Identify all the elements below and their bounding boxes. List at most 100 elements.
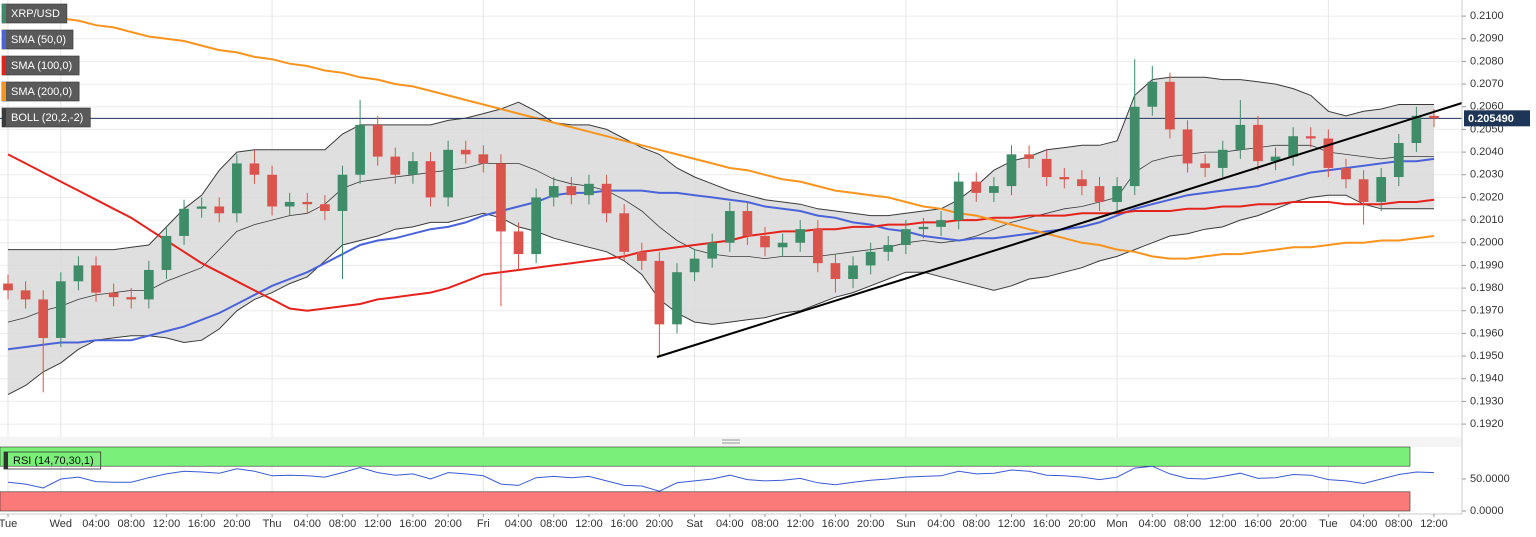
x-tick-label: 08:00 — [329, 518, 357, 530]
candle-body — [196, 206, 207, 209]
y-tick-label: 0.1920 — [1470, 418, 1504, 430]
x-tick-label: 16:00 — [188, 518, 216, 530]
x-tick-label: 08:00 — [1174, 518, 1202, 530]
candle-body — [1165, 81, 1175, 130]
candle-body — [1253, 124, 1263, 162]
y-tick-label: 0.2010 — [1470, 214, 1504, 226]
candle-body — [830, 263, 841, 280]
x-tick-label: 08:00 — [1385, 518, 1413, 530]
last-price-box — [1464, 110, 1530, 127]
candle-body — [795, 229, 806, 243]
legend-swatch — [2, 4, 6, 23]
candle-body — [812, 229, 823, 264]
legend-swatch — [4, 452, 8, 469]
x-tick-label: 08:00 — [117, 518, 145, 530]
x-tick-label: Thu — [263, 518, 282, 530]
candle-body — [672, 272, 682, 325]
candle-body — [249, 163, 260, 175]
line-layer — [0, 8, 1462, 351]
candle-body — [3, 283, 13, 291]
y-tick-label: 0.2050 — [1470, 123, 1504, 135]
x-tick-label: 12:00 — [575, 518, 603, 530]
y-tick-label: 0.1940 — [1470, 373, 1504, 385]
candle-body — [1059, 177, 1070, 180]
candle-body — [496, 163, 506, 232]
y-tick-label: 0.2070 — [1470, 78, 1504, 90]
axis-layer: 0.2100 0.2090 0.2080 0.2070 0.2060 0.2050 0.20… — [0, 10, 1530, 530]
y-tick-label: 0.1990 — [1470, 259, 1504, 271]
candle-body — [161, 235, 172, 270]
candle-body — [1217, 149, 1228, 168]
candle-body — [302, 201, 313, 205]
x-tick-label: 12:00 — [153, 518, 181, 530]
candle-body — [443, 149, 453, 198]
candle-body — [20, 290, 31, 300]
candle-body — [1077, 179, 1087, 187]
candle-body — [1129, 106, 1140, 187]
candle-body — [355, 124, 365, 175]
candle-body — [55, 281, 66, 338]
x-tick-label: 12:00 — [1209, 518, 1237, 530]
candle-body — [636, 251, 647, 261]
candle-body — [1270, 156, 1281, 162]
x-tick-label: 04:00 — [82, 518, 110, 530]
candle-body — [848, 265, 858, 280]
x-tick-label: 08:00 — [540, 518, 568, 530]
y-tick-label: 0.2100 — [1470, 10, 1504, 22]
trend-line — [656, 102, 1463, 358]
candle-body — [1094, 186, 1105, 202]
candle-body — [707, 242, 718, 259]
y-tick-label: 0.2030 — [1470, 169, 1504, 181]
candle-body — [548, 186, 559, 198]
candle-body — [1112, 186, 1122, 202]
legend-label: XRP/USD — [11, 8, 60, 20]
y-tick-label: 0.1950 — [1470, 350, 1504, 362]
candle-body — [1200, 163, 1210, 168]
y-tick-label: 0.2000 — [1470, 237, 1504, 249]
candle-body — [1305, 136, 1316, 139]
bollinger-middle — [7, 144, 1434, 323]
y-tick-label: 50.0000 — [1470, 473, 1510, 485]
legend-label: SMA (50,0) — [11, 34, 66, 46]
candle-body — [408, 161, 418, 175]
x-tick-label: 20:00 — [1279, 518, 1307, 530]
sma-line — [7, 153, 1435, 312]
x-tick-label: Wed — [50, 518, 72, 530]
x-tick-label: 12:00 — [998, 518, 1026, 530]
candle-body — [1235, 124, 1246, 150]
candle-body — [108, 292, 119, 298]
x-tick-label: 20:00 — [1068, 518, 1096, 530]
y-tick-label: 0.2080 — [1470, 55, 1504, 67]
candle-body — [284, 201, 295, 207]
y-tick-label: 0.2020 — [1470, 191, 1504, 203]
x-tick-label: 20:00 — [223, 518, 251, 530]
x-tick-label: 04:00 — [505, 518, 533, 530]
candle-body — [601, 183, 612, 214]
legend-label: BOLL (20,2,-2) — [11, 112, 83, 124]
candle-body — [989, 186, 999, 193]
rsi-line — [7, 465, 1435, 492]
candle-body — [1429, 115, 1439, 119]
x-tick-label: Tue — [1319, 518, 1338, 530]
legend-swatch — [2, 108, 6, 127]
sma-line — [7, 8, 1435, 260]
y-tick-label: 0.2090 — [1470, 33, 1504, 45]
candle-body — [918, 226, 929, 230]
candle-body — [1358, 179, 1369, 202]
x-tick-label: 16:00 — [1244, 518, 1272, 530]
candle-body — [1041, 158, 1052, 178]
candle-body — [73, 265, 84, 282]
legend-swatch — [2, 30, 6, 49]
y-tick-label: 0.2060 — [1470, 101, 1504, 113]
candle-body — [390, 156, 401, 175]
candle-body — [179, 208, 189, 236]
y-tick-label: 0.1930 — [1470, 395, 1504, 407]
x-tick-label: 08:00 — [751, 518, 779, 530]
candle-body — [1323, 138, 1334, 168]
candle-body — [1376, 177, 1387, 202]
candle-body — [742, 211, 753, 236]
rsi-band — [0, 491, 1411, 512]
rsi-band — [0, 446, 1411, 467]
candle-body — [619, 213, 630, 252]
